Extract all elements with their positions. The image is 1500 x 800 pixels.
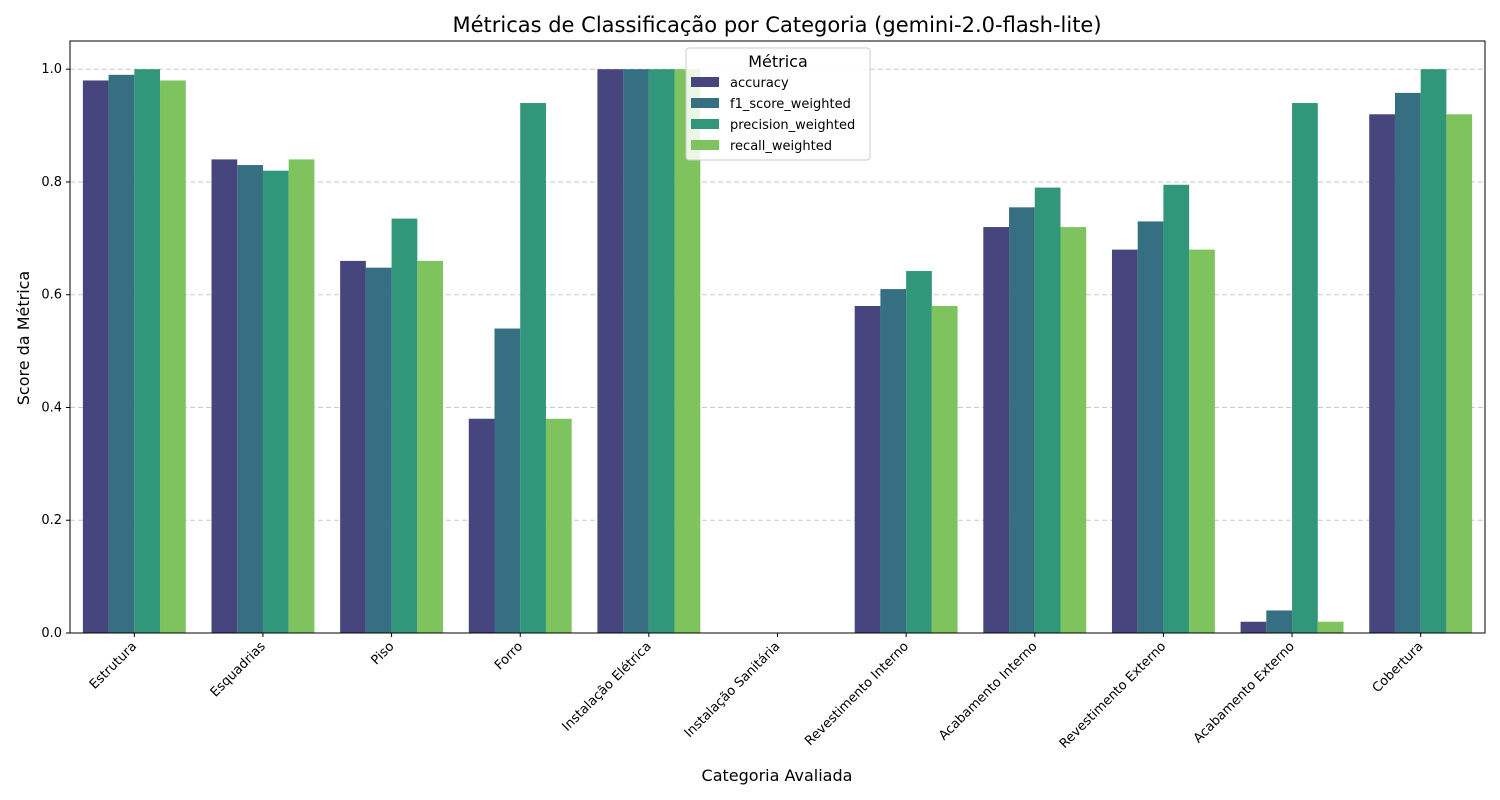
bar-recall_weighted bbox=[1189, 250, 1215, 633]
bar-recall_weighted bbox=[1446, 114, 1472, 633]
legend-swatch-f1_score_weighted bbox=[691, 98, 719, 108]
bar-recall_weighted bbox=[417, 261, 443, 633]
y-tick-label: 0.8 bbox=[41, 175, 62, 190]
bar-f1_score_weighted bbox=[1266, 610, 1292, 633]
bar-f1_score_weighted bbox=[1009, 207, 1035, 633]
legend-label-accuracy: accuracy bbox=[730, 76, 789, 91]
x-tick-label: Acabamento Externo bbox=[1191, 639, 1298, 746]
chart-title: Métricas de Classificação por Categoria … bbox=[452, 13, 1101, 37]
bar-f1_score_weighted bbox=[495, 329, 521, 633]
bar-f1_score_weighted bbox=[366, 268, 392, 633]
x-axis-ticks: Estrutura Esquadrias Piso Forro Instalação E… bbox=[87, 633, 1427, 752]
bar-accuracy bbox=[83, 80, 109, 633]
x-tick-label: Esquadrias bbox=[208, 639, 269, 700]
y-tick-label: 0.4 bbox=[41, 400, 62, 415]
legend-swatch-precision_weighted bbox=[691, 119, 719, 129]
bar-recall_weighted bbox=[289, 159, 315, 633]
bar-accuracy bbox=[469, 419, 495, 633]
y-tick-label: 0.6 bbox=[41, 288, 62, 303]
bar-accuracy bbox=[1241, 622, 1267, 633]
x-axis-label: Categoria Avaliada bbox=[702, 766, 853, 785]
x-tick-label: Estrutura bbox=[87, 639, 140, 692]
legend-label-f1_score_weighted: f1_score_weighted bbox=[730, 97, 851, 112]
y-axis-ticks: 0.0 0.2 0.4 0.6 0.8 1.0 bbox=[41, 62, 70, 641]
bar-accuracy bbox=[855, 306, 881, 633]
bar-f1_score_weighted bbox=[1395, 93, 1421, 633]
bar-precision_weighted bbox=[1292, 103, 1318, 633]
bar-precision_weighted bbox=[1421, 69, 1447, 633]
x-tick-label: Acabamento Interno bbox=[936, 639, 1040, 743]
bar-precision_weighted bbox=[649, 69, 675, 633]
legend-swatch-accuracy bbox=[691, 77, 719, 87]
x-tick-label: Cobertura bbox=[1370, 639, 1427, 696]
bar-accuracy bbox=[1112, 250, 1138, 633]
bar-f1_score_weighted bbox=[109, 75, 135, 633]
bar-precision_weighted bbox=[1163, 185, 1189, 633]
bar-f1_score_weighted bbox=[237, 165, 263, 633]
legend: Métrica accuracy f1_score_weightedprecisi… bbox=[686, 48, 870, 160]
x-tick-label: Revestimento Interno bbox=[802, 639, 912, 749]
x-tick-label: Forro bbox=[492, 639, 526, 673]
legend-label-recall_weighted: recall_weighted bbox=[730, 139, 832, 154]
bar-precision_weighted bbox=[906, 271, 932, 633]
bar-f1_score_weighted bbox=[623, 69, 649, 633]
bar-precision_weighted bbox=[263, 171, 289, 633]
bar-recall_weighted bbox=[546, 419, 572, 633]
bar-accuracy bbox=[597, 69, 623, 633]
bar-precision_weighted bbox=[1035, 188, 1061, 633]
bar-accuracy bbox=[212, 159, 238, 633]
bar-recall_weighted bbox=[932, 306, 958, 633]
y-tick-label: 0.2 bbox=[41, 513, 62, 528]
bar-precision_weighted bbox=[134, 69, 160, 633]
x-tick-label: Instalação Elétrica bbox=[559, 639, 654, 734]
legend-title: Métrica bbox=[748, 52, 808, 71]
bar-f1_score_weighted bbox=[1138, 221, 1164, 633]
bar-recall_weighted bbox=[1318, 622, 1344, 633]
y-tick-label: 0.0 bbox=[41, 626, 62, 641]
x-tick-label: Revestimento Externo bbox=[1057, 639, 1169, 751]
y-axis-label: Score da Métrica bbox=[14, 271, 33, 406]
x-tick-label: Piso bbox=[368, 639, 397, 668]
y-tick-label: 1.0 bbox=[41, 62, 62, 77]
x-tick-label: Instalação Sanitária bbox=[682, 639, 784, 741]
bar-recall_weighted bbox=[1061, 227, 1087, 633]
bar-recall_weighted bbox=[160, 80, 186, 633]
legend-swatch-recall_weighted bbox=[691, 140, 719, 150]
bar-precision_weighted bbox=[392, 219, 418, 633]
legend-label-precision_weighted: precision_weighted bbox=[730, 118, 855, 133]
bar-accuracy bbox=[340, 261, 366, 633]
bar-accuracy bbox=[1369, 114, 1395, 633]
bar-precision_weighted bbox=[520, 103, 546, 633]
bar-accuracy bbox=[983, 227, 1009, 633]
bar-f1_score_weighted bbox=[880, 289, 906, 633]
